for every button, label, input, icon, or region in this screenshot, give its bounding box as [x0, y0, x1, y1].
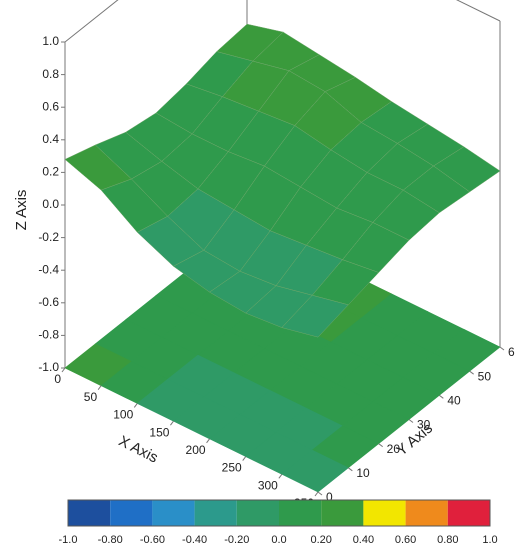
colorbar-tick-label: -0.40 [182, 534, 207, 546]
colorbar-tick-label: -0.20 [224, 534, 249, 546]
z-tick-label: 0.0 [42, 197, 59, 211]
colorbar-swatch [194, 500, 237, 526]
x-tick-label: 250 [222, 461, 242, 475]
colorbar-swatch [279, 500, 322, 526]
y-tick [317, 491, 323, 496]
z-tick-label: 1.0 [42, 34, 59, 48]
x-tick-label: 0 [54, 372, 61, 386]
colorbar-tick-label: -1.0 [59, 534, 78, 546]
x-tick-label: 200 [186, 443, 206, 457]
z-tick-label: -0.4 [38, 262, 59, 276]
y-tick [499, 346, 505, 351]
x-tick [61, 367, 66, 373]
colorbar-tick-label: 0.20 [310, 534, 331, 546]
x-tick-label: 150 [149, 425, 169, 439]
z-tick-label: -0.2 [38, 230, 59, 244]
z-tick-label: 0.2 [42, 165, 59, 179]
x-tick-label: 300 [258, 478, 278, 492]
y-tick-label: 40 [447, 394, 461, 408]
y-tick-label: 20 [387, 442, 401, 456]
x-tick [206, 438, 210, 444]
colorbar-swatch [152, 500, 195, 526]
y-tick-label: 60 [508, 345, 515, 359]
y-tick [408, 419, 414, 423]
x-tick [170, 420, 174, 426]
colorbar-swatch [447, 500, 490, 526]
surface-cell [281, 294, 349, 338]
x-tick [97, 385, 102, 391]
y-tick-label: 30 [417, 418, 431, 432]
y-tick [378, 443, 383, 448]
z-axis-label: Z Axis [13, 190, 30, 231]
colorbar-swatch [405, 500, 448, 526]
z-tick-label: -0.6 [38, 295, 59, 309]
x-tick [278, 473, 283, 479]
colorbar-tick-label: -0.80 [98, 534, 123, 546]
colorbar-tick-label: 0.40 [353, 534, 374, 546]
y-tick-label: 0 [326, 490, 333, 504]
colorbar-tick-label: 1.0 [482, 534, 497, 546]
z-tick-label: 0.6 [42, 99, 59, 113]
box-edge [64, 0, 119, 43]
colorbar-swatch [68, 500, 111, 526]
x-tick-label: 50 [84, 390, 98, 404]
colorbar-tick-label: 0.60 [395, 534, 416, 546]
y-tick [348, 467, 353, 472]
colorbar-swatch [110, 500, 153, 526]
box-edge [456, 0, 501, 22]
colorbar-tick-label: 0.0 [271, 534, 286, 546]
x-tick [242, 456, 247, 461]
x-tick [314, 491, 319, 497]
y-tick [439, 394, 444, 399]
z-tick-label: 0.4 [42, 132, 59, 146]
y-tick-label: 10 [356, 466, 370, 480]
y-tick-label: 50 [478, 369, 492, 383]
colorbar-swatch [236, 500, 279, 526]
y-tick [469, 370, 474, 375]
z-tick-label: 0.8 [42, 67, 59, 81]
z-tick-label: -0.8 [38, 328, 59, 342]
colorbar-tick-label: -0.60 [140, 534, 165, 546]
colorbar-tick-label: 0.80 [437, 534, 458, 546]
colorbar-swatch [363, 500, 406, 526]
x-tick-label: 100 [113, 408, 133, 422]
colorbar-swatch [321, 500, 364, 526]
colorbar-frame [67, 499, 491, 527]
z-tick-label: -1.0 [38, 360, 59, 374]
x-tick [133, 403, 138, 408]
